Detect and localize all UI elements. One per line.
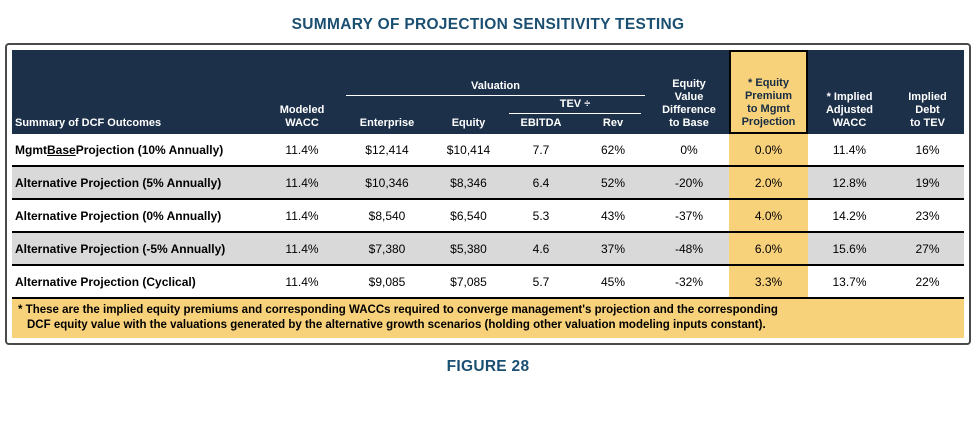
cell-ev-difference: -20% — [674, 175, 703, 190]
cell-tev-ebitda: 6.4 — [532, 175, 550, 190]
cell-enterprise: $8,540 — [368, 208, 406, 223]
cell-debt-to-tev: 16% — [915, 142, 940, 157]
header-valuation-subcolumns: Enterprise Equity EBITDA Rev — [342, 114, 649, 134]
cell-adjusted-wacc: 15.6% — [832, 241, 867, 256]
header-summary-of-dcf-outcomes: Summary of DCF Outcomes — [15, 117, 162, 129]
cell-tev-ebitda: 5.7 — [532, 274, 550, 289]
cell-tev-rev: 52% — [600, 175, 626, 190]
table-row-alt-0pct: Alternative Projection (0% Annually) 11.… — [12, 200, 964, 233]
cell-enterprise: $9,085 — [368, 274, 406, 289]
header-equity-value-difference: Equity Value Difference to Base — [662, 78, 716, 129]
header-equity-premium-highlighted: * Equity Premium to Mgmt Projection — [729, 50, 808, 134]
cell-debt-to-tev: 19% — [915, 175, 940, 190]
cell-equity: $8,346 — [450, 175, 487, 190]
header-valuation-group: Valuation TEV ÷ Enterprise Equity EBITDA… — [342, 50, 649, 134]
row-label-text: Alternative Projection (5% Annually) — [15, 175, 222, 190]
cell-modeled-wacc: 11.4% — [285, 208, 319, 223]
cell-equity-premium: 3.3% — [729, 266, 808, 297]
cell-enterprise: $12,414 — [365, 142, 409, 157]
cell-equity: $6,540 — [450, 208, 487, 223]
row-label: Mgmt Base Projection (10% Annually) — [12, 134, 262, 165]
cell-equity: $5,380 — [450, 241, 487, 256]
cell-modeled-wacc: 11.4% — [285, 175, 319, 190]
cell-equity: $10,414 — [446, 142, 491, 157]
row-label-text: Alternative Projection (0% Annually) — [15, 208, 222, 223]
cell-debt-to-tev: 27% — [915, 241, 940, 256]
header-tev-divider-row: TEV ÷ — [342, 96, 649, 114]
cell-ev-difference: -32% — [674, 274, 703, 289]
row-label-text: Alternative Projection (-5% Annually) — [15, 241, 226, 256]
cell-debt-to-tev: 22% — [915, 274, 940, 289]
header-tev-label: TEV ÷ — [509, 96, 641, 114]
table-header-row: Summary of DCF Outcomes Modeled WACC Val… — [12, 50, 964, 134]
cell-modeled-wacc: 11.4% — [285, 142, 319, 157]
cell-tev-rev: 43% — [600, 208, 626, 223]
cell-equity-premium: 2.0% — [729, 167, 808, 198]
cell-ev-difference: -48% — [674, 241, 703, 256]
row-label-text: Mgmt — [15, 142, 47, 157]
header-implied-adjusted-wacc: * Implied Adjusted WACC — [825, 91, 874, 129]
table-row-alt-cyclical: Alternative Projection (Cyclical) 11.4% … — [12, 266, 964, 299]
cell-tev-ebitda: 5.3 — [532, 208, 550, 223]
cell-equity-premium: 6.0% — [729, 233, 808, 264]
cell-adjusted-wacc: 11.4% — [832, 142, 867, 157]
cell-adjusted-wacc: 12.8% — [832, 175, 867, 190]
header-equity: Equity — [451, 117, 486, 129]
row-label: Alternative Projection (-5% Annually) — [12, 233, 262, 264]
row-label-text: Alternative Projection (Cyclical) — [15, 274, 196, 289]
row-label: Alternative Projection (5% Annually) — [12, 167, 262, 198]
cell-tev-rev: 37% — [600, 241, 626, 256]
footnote-line-1: * These are the implied equity premiums … — [18, 304, 778, 316]
table-row-alt-neg5pct: Alternative Projection (-5% Annually) 11… — [12, 233, 964, 266]
cell-ev-difference: 0% — [680, 142, 698, 157]
cell-tev-ebitda: 7.7 — [532, 142, 550, 157]
header-implied-debt-to-tev: Implied Debt to TEV — [908, 91, 947, 129]
cell-enterprise: $10,346 — [365, 175, 409, 190]
cell-equity: $7,085 — [450, 274, 487, 289]
header-modeled-wacc: Modeled WACC — [279, 104, 325, 129]
cell-tev-rev: 62% — [600, 142, 626, 157]
header-rev: Rev — [602, 117, 624, 129]
page-title: SUMMARY OF PROJECTION SENSITIVITY TESTIN… — [291, 16, 685, 33]
table-row-mgmt-base: Mgmt Base Projection (10% Annually) 11.4… — [12, 134, 964, 167]
table-row-alt-5pct: Alternative Projection (5% Annually) 11.… — [12, 167, 964, 200]
figure-caption: FIGURE 28 — [446, 358, 530, 375]
header-valuation-label: Valuation — [346, 80, 645, 96]
cell-modeled-wacc: 11.4% — [285, 274, 319, 289]
header-ebitda: EBITDA — [520, 117, 562, 129]
cell-tev-ebitda: 4.6 — [532, 241, 550, 256]
cell-debt-to-tev: 23% — [915, 208, 940, 223]
cell-adjusted-wacc: 13.7% — [832, 274, 867, 289]
cell-equity-premium: 0.0% — [729, 134, 808, 165]
row-label: Alternative Projection (0% Annually) — [12, 200, 262, 231]
row-label: Alternative Projection (Cyclical) — [12, 266, 262, 297]
cell-enterprise: $7,380 — [368, 241, 406, 256]
row-label-text: Projection (10% Annually) — [75, 142, 224, 157]
summary-table-frame: Summary of DCF Outcomes Modeled WACC Val… — [5, 43, 971, 345]
table-footnote: * These are the implied equity premiums … — [12, 299, 964, 338]
header-enterprise: Enterprise — [359, 117, 415, 129]
cell-modeled-wacc: 11.4% — [285, 241, 319, 256]
cell-adjusted-wacc: 14.2% — [832, 208, 867, 223]
row-label-underlined: Base — [47, 142, 76, 157]
cell-equity-premium: 4.0% — [729, 200, 808, 231]
cell-ev-difference: -37% — [674, 208, 703, 223]
footnote-line-2: DCF equity value with the valuations gen… — [27, 319, 766, 331]
cell-tev-rev: 45% — [600, 274, 626, 289]
